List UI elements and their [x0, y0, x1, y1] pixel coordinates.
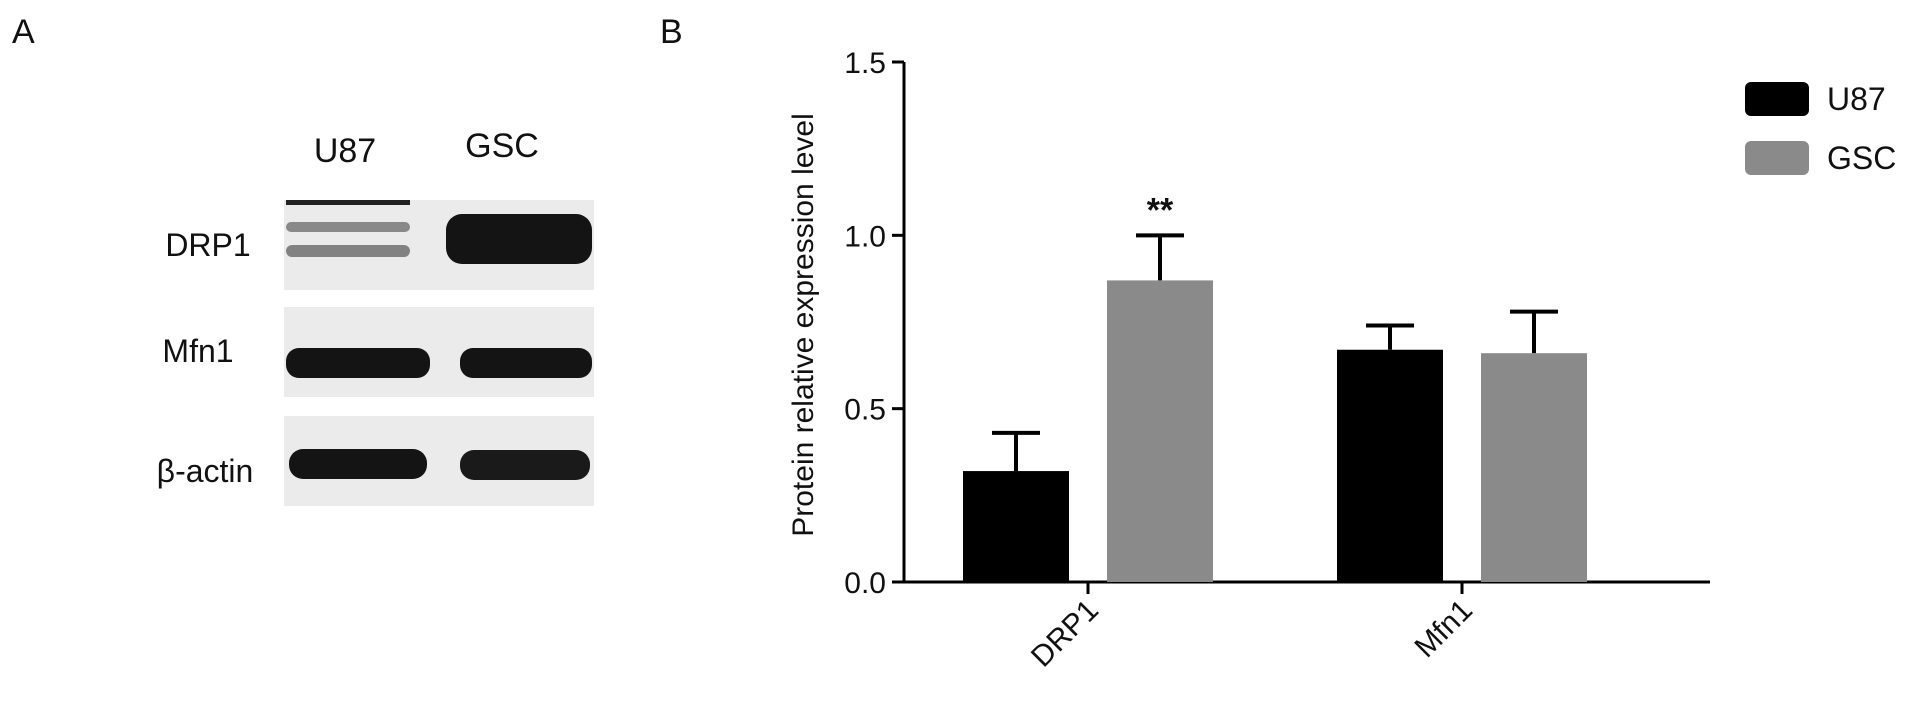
blot-mfn1	[284, 307, 594, 397]
row-label-mfn1: Mfn1	[162, 333, 233, 369]
bar	[1337, 349, 1443, 582]
y-tick-label: 0.0	[844, 567, 886, 600]
row-label-drp1: DRP1	[165, 227, 250, 263]
band	[286, 245, 410, 257]
panel-a-label: A	[12, 13, 35, 51]
band	[446, 214, 592, 264]
panel-a: A U87 GSC DRP1 Mfn1 β-actin	[12, 13, 594, 506]
band	[460, 348, 592, 378]
band	[289, 449, 427, 479]
y-tick-label: 1.0	[844, 220, 886, 253]
panel-b-label: B	[660, 13, 683, 51]
band	[286, 348, 430, 378]
significance-marker: **	[1147, 191, 1174, 229]
panel-b: B Protein relative expression level	[660, 13, 820, 537]
legend-swatch	[1745, 141, 1809, 175]
blot-drp1	[284, 200, 594, 290]
blot-beta-actin	[284, 416, 594, 506]
y-tick-label: 1.5	[844, 47, 886, 80]
legend-label: U87	[1827, 81, 1886, 117]
legend-swatch	[1745, 82, 1809, 116]
y-axis-label: Protein relative expression level	[787, 113, 820, 537]
bar	[1481, 353, 1587, 582]
legend-label: GSC	[1827, 140, 1896, 176]
lane-label-gsc: GSC	[465, 127, 539, 165]
band	[286, 222, 410, 232]
bar	[1107, 280, 1213, 582]
band	[460, 450, 590, 480]
bar-chart: 0.0 0.5 1.0 1.5 DRP1 ** Mfn1 U87 GSC	[844, 47, 1896, 674]
x-tick-label: DRP1	[1025, 594, 1105, 674]
band	[286, 200, 410, 205]
x-tick-label: Mfn1	[1408, 594, 1479, 665]
bar	[963, 471, 1069, 582]
y-tick-label: 0.5	[844, 394, 886, 427]
lane-label-u87: U87	[314, 132, 376, 170]
row-label-beta-actin: β-actin	[157, 453, 254, 489]
